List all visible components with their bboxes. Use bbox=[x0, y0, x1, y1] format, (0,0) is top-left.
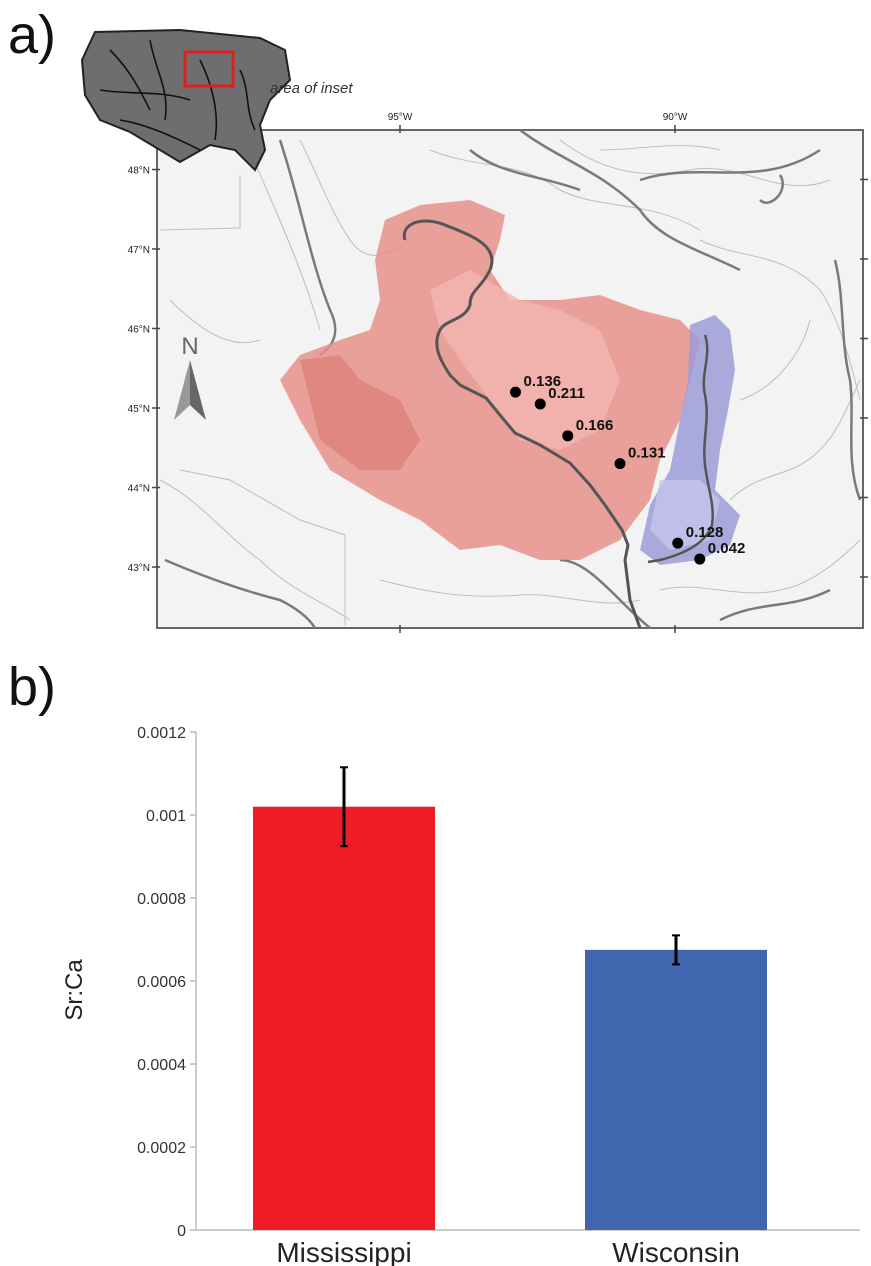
chart-y-tick-label: 0 bbox=[177, 1223, 186, 1240]
latitude-label: 44°N bbox=[128, 484, 150, 495]
map-panel: N 48°N 47°N 46°N 45°N 44°N 43°N 95°W 90°W 0.13… bbox=[80, 28, 868, 633]
mississippi-subbasin-dark bbox=[300, 355, 420, 470]
wisconsin-subbasin-light bbox=[650, 480, 720, 550]
sampling-site-marker bbox=[534, 398, 546, 410]
chart-bars bbox=[253, 766, 767, 1230]
sampling-site-value: 0.136 bbox=[524, 373, 562, 390]
right-frame-ticks bbox=[860, 178, 868, 578]
chart-category-labels: Mississippi Wisconsin bbox=[276, 1237, 739, 1266]
panel-a-label: a) bbox=[8, 5, 57, 65]
sampling-site-value: 0.211 bbox=[548, 385, 585, 402]
us-inset-map bbox=[80, 28, 292, 172]
latitude-labels: 48°N 47°N 46°N 45°N 44°N 43°N bbox=[128, 166, 160, 574]
latitude-label: 48°N bbox=[128, 166, 150, 177]
longitude-label: 95°W bbox=[388, 112, 413, 123]
north-label: N bbox=[181, 333, 198, 360]
chart-y-tick-label: 0.0008 bbox=[137, 891, 186, 908]
mississippi-subbasin-light bbox=[430, 270, 620, 450]
inset-caption: area of inset bbox=[270, 80, 353, 97]
chart-y-tick-label: 0.0012 bbox=[137, 725, 186, 742]
chart-y-tick-label: 0.0002 bbox=[137, 1140, 186, 1157]
sampling-site-value: 0.166 bbox=[576, 417, 614, 434]
mississippi-river bbox=[402, 219, 642, 629]
wisconsin-river bbox=[647, 334, 714, 564]
longitude-label: 90°W bbox=[663, 112, 688, 123]
bar-chart: 0 0.0002 0.0004 0.0006 0.0008 0.001 0.0012 Mis… bbox=[61, 725, 860, 1266]
chart-bar-wisconsin bbox=[585, 949, 767, 1230]
sampling-site-marker bbox=[672, 537, 684, 549]
chart-category-label: Wisconsin bbox=[612, 1237, 740, 1266]
sampling-site-marker bbox=[510, 386, 521, 398]
sampling-site-marker bbox=[614, 458, 626, 470]
chart-bar-mississippi bbox=[253, 806, 435, 1230]
panel-b-label: b) bbox=[8, 657, 57, 717]
chart-category-label: Mississippi bbox=[276, 1237, 411, 1266]
major-rivers bbox=[164, 128, 862, 629]
latitude-label: 43°N bbox=[128, 563, 150, 574]
chart-y-axis-label: Sr:Ca bbox=[61, 959, 88, 1021]
sampling-site-value: 0.131 bbox=[628, 445, 666, 462]
north-arrow-icon bbox=[174, 360, 206, 420]
latitude-label: 45°N bbox=[128, 404, 150, 415]
chart-y-tick-label: 0.001 bbox=[146, 808, 186, 825]
chart-y-tick-label: 0.0004 bbox=[137, 1057, 186, 1074]
chart-y-ticks: 0 0.0002 0.0004 0.0006 0.0008 0.001 0.0012 bbox=[137, 725, 196, 1240]
sampling-site-marker bbox=[694, 553, 706, 565]
chart-y-tick-label: 0.0006 bbox=[137, 974, 186, 991]
sampling-site-value: 0.128 bbox=[686, 524, 724, 541]
longitude-labels: 95°W 90°W bbox=[388, 112, 688, 633]
latitude-label: 47°N bbox=[128, 245, 150, 256]
latitude-label: 46°N bbox=[128, 325, 150, 336]
sampling-site-marker bbox=[562, 430, 574, 442]
background-contours bbox=[159, 139, 861, 625]
sampling-site-value: 0.042 bbox=[708, 540, 746, 557]
inset-area-box bbox=[183, 50, 235, 88]
